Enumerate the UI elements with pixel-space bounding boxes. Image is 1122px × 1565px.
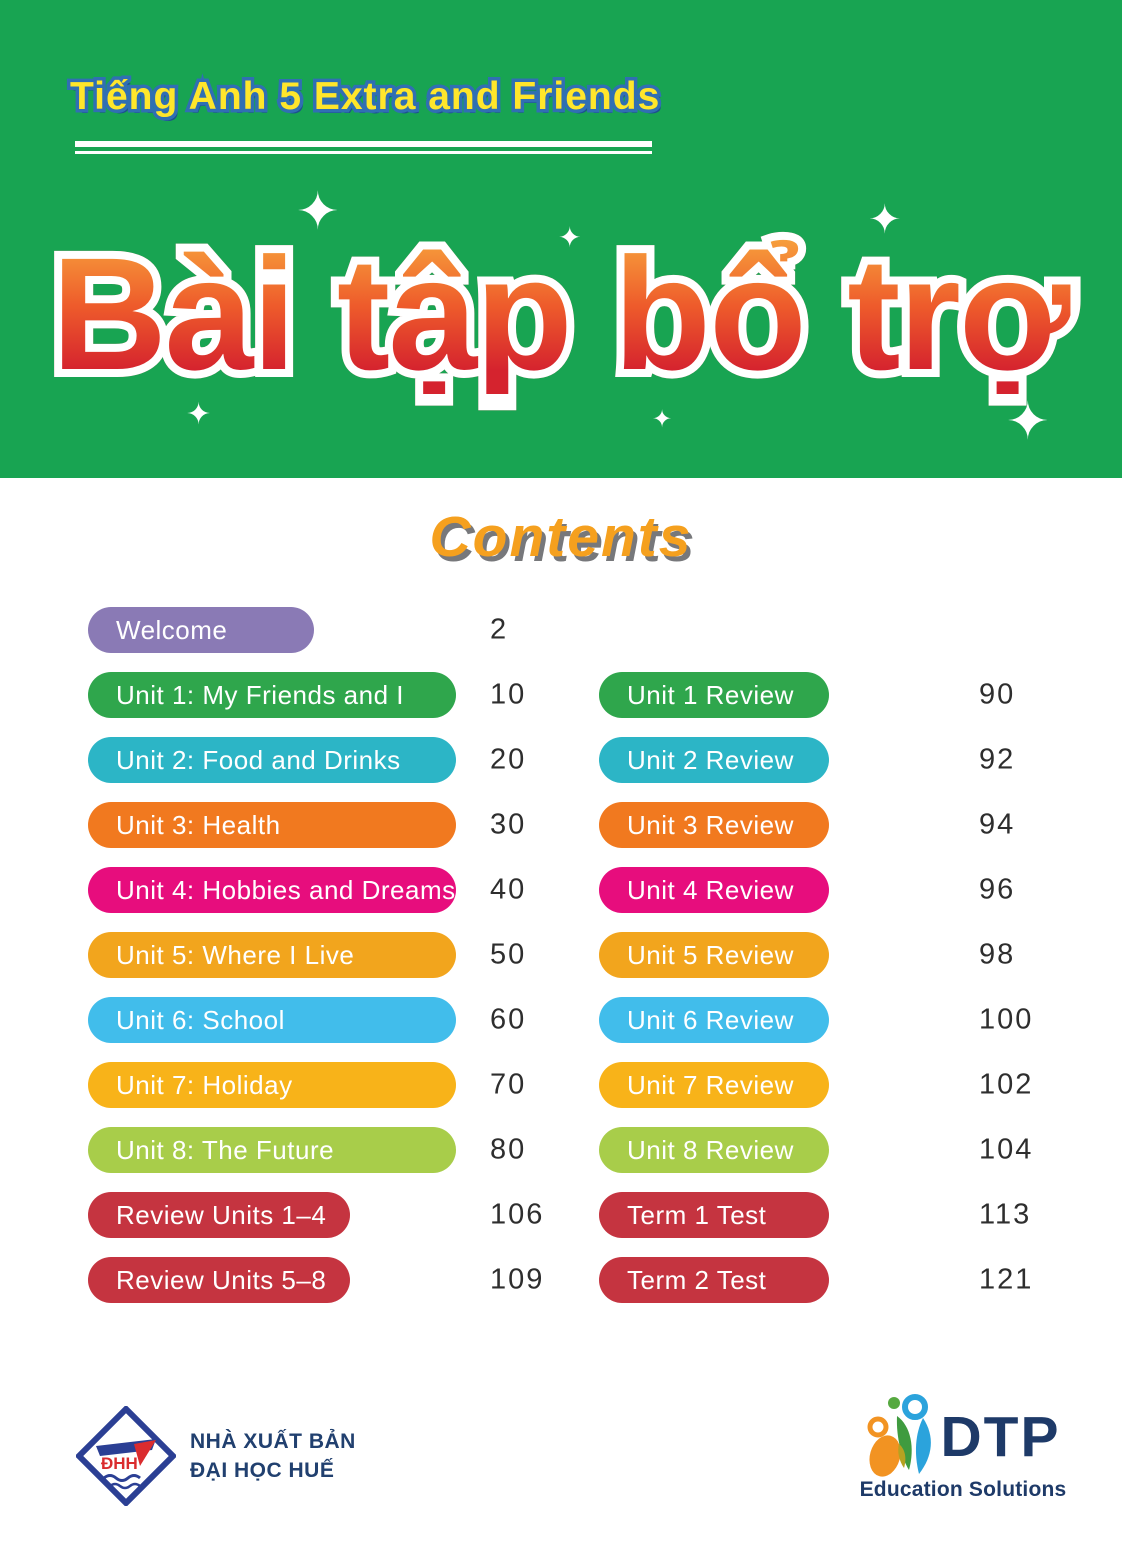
page-number: 30 xyxy=(490,808,527,841)
publisher-line2: ĐẠI HỌC HUẾ xyxy=(190,1459,335,1482)
table-of-contents: Welcome 2 Unit 1: My Friends and I 10 Un… xyxy=(0,607,1122,1307)
page-number: 2 xyxy=(490,613,509,646)
toc-pill-label: Unit 5 Review xyxy=(627,939,794,970)
toc-pill-label: Unit 1 Review xyxy=(627,679,794,710)
page-number: 100 xyxy=(979,1003,1034,1036)
dtp-logo-block: DTP Education Solutions xyxy=(856,1394,1070,1502)
dtp-brand-name: DTP xyxy=(940,1405,1061,1469)
sparkle-icon: ✦ xyxy=(1006,393,1050,451)
contents-heading: Contents xyxy=(429,505,693,569)
toc-pill-label: Unit 2: Food and Drinks xyxy=(116,744,401,775)
page-number: 113 xyxy=(979,1198,1032,1231)
toc-pill-unit-1-review: Unit 1 Review xyxy=(599,672,829,718)
toc-pill-term-2-test: Term 2 Test xyxy=(599,1257,829,1303)
toc-pill-unit-4: Unit 4: Hobbies and Dreams xyxy=(88,867,456,913)
toc-pill-welcome: Welcome xyxy=(88,607,314,653)
toc-pill-label: Unit 6: School xyxy=(116,1004,285,1035)
page-number: 10 xyxy=(490,678,527,711)
toc-pill-unit-5-review: Unit 5 Review xyxy=(599,932,829,978)
page-number: 102 xyxy=(979,1068,1034,1101)
page-number: 92 xyxy=(979,743,1016,776)
page-number: 70 xyxy=(490,1068,527,1101)
publisher-line1: NHÀ XUẤT BẢN xyxy=(190,1430,356,1453)
page-number: 40 xyxy=(490,873,527,906)
divider-rule-bottom xyxy=(75,151,652,154)
toc-pill-label: Unit 5: Where I Live xyxy=(116,939,355,970)
toc-pill-label: Unit 3: Health xyxy=(116,809,281,840)
sparkle-icon: ✦ xyxy=(186,398,212,431)
toc-pill-review-units-5-8: Review Units 5–8 xyxy=(88,1257,350,1303)
page-number: 106 xyxy=(490,1198,545,1231)
toc-pill-label: Review Units 5–8 xyxy=(116,1264,327,1295)
sparkle-icon: ✦ xyxy=(868,198,902,242)
page-number: 121 xyxy=(979,1263,1034,1296)
dhh-publisher-logo-icon: ĐHH xyxy=(76,1406,176,1506)
series-title-text: Tiếng Anh 5 Extra and Friends xyxy=(70,75,661,118)
page-number: 98 xyxy=(979,938,1016,971)
toc-pill-unit-3: Unit 3: Health xyxy=(88,802,456,848)
dtp-logo-top: DTP xyxy=(856,1394,1070,1482)
page-number: 94 xyxy=(979,808,1016,841)
toc-pill-unit-6-review: Unit 6 Review xyxy=(599,997,829,1043)
publisher-logo-block: ĐHH NHÀ XUẤT BẢN ĐẠI HỌC HUẾ xyxy=(76,1406,356,1506)
series-title-outline: Tiếng Anh 5 Extra and Friends xyxy=(66,72,662,122)
publisher-name: NHÀ XUẤT BẢN ĐẠI HỌC HUẾ xyxy=(190,1427,356,1485)
toc-pill-label: Term 2 Test xyxy=(627,1264,767,1295)
dtp-brand-subtitle: Education Solutions xyxy=(859,1478,1067,1501)
toc-pill-label: Unit 4 Review xyxy=(627,874,794,905)
toc-pill-label: Unit 8: The Future xyxy=(116,1134,335,1165)
toc-pill-label: Unit 1: My Friends and I xyxy=(116,679,404,710)
book-title-outline: Bài tập bổ trợ xyxy=(43,226,1080,402)
dhh-abbr-text: ĐHH xyxy=(101,1454,138,1473)
page-number: 80 xyxy=(490,1133,527,1166)
hero-banner: Tiếng Anh 5 Extra and Friends Tiếng Anh … xyxy=(0,0,1122,478)
sparkle-icon: ✦ xyxy=(296,183,340,241)
toc-pill-label: Unit 7 Review xyxy=(627,1069,794,1100)
toc-pill-label: Unit 6 Review xyxy=(627,1004,794,1035)
page-number: 90 xyxy=(979,678,1016,711)
page-number: 104 xyxy=(979,1133,1034,1166)
sparkle-icon: ✦ xyxy=(558,222,582,253)
toc-pill-term-1-test: Term 1 Test xyxy=(599,1192,829,1238)
page-number: 60 xyxy=(490,1003,527,1036)
dtp-people-logo-icon xyxy=(867,1394,931,1477)
toc-pill-unit-7-review: Unit 7 Review xyxy=(599,1062,829,1108)
toc-pill-label: Unit 8 Review xyxy=(627,1134,794,1165)
toc-pill-unit-1: Unit 1: My Friends and I xyxy=(88,672,456,718)
toc-pill-unit-6: Unit 6: School xyxy=(88,997,456,1043)
toc-pill-label: Unit 4: Hobbies and Dreams xyxy=(116,874,456,905)
toc-pill-unit-2: Unit 2: Food and Drinks xyxy=(88,737,456,783)
sparkle-icon: ✦ xyxy=(652,406,673,433)
toc-pill-label: Unit 3 Review xyxy=(627,809,794,840)
page-number: 109 xyxy=(490,1263,545,1296)
book-title: Bài tập bổ trợ Bài tập bổ trợ Bài tập bổ… xyxy=(0,224,1122,454)
book-title-text: Bài tập bổ trợ xyxy=(51,224,1072,403)
toc-pill-label: Term 1 Test xyxy=(627,1199,767,1230)
toc-pill-unit-4-review: Unit 4 Review xyxy=(599,867,829,913)
page-number: 20 xyxy=(490,743,527,776)
toc-pill-unit-3-review: Unit 3 Review xyxy=(599,802,829,848)
toc-pill-label: Unit 7: Holiday xyxy=(116,1069,293,1100)
toc-pill-unit-8: Unit 8: The Future xyxy=(88,1127,456,1173)
toc-pill-label: Unit 2 Review xyxy=(627,744,794,775)
toc-pill-unit-8-review: Unit 8 Review xyxy=(599,1127,829,1173)
divider-rule-top xyxy=(75,141,652,147)
toc-pill-label: Welcome xyxy=(116,614,228,645)
toc-pill-label: Review Units 1–4 xyxy=(116,1199,327,1230)
toc-pill-review-units-1-4: Review Units 1–4 xyxy=(88,1192,350,1238)
page-number: 96 xyxy=(979,873,1016,906)
book-title-shadow: Bài tập bổ trợ xyxy=(43,226,1080,402)
toc-pill-unit-7: Unit 7: Holiday xyxy=(88,1062,456,1108)
page-number: 50 xyxy=(490,938,527,971)
toc-pill-unit-2-review: Unit 2 Review xyxy=(599,737,829,783)
toc-pill-unit-5: Unit 5: Where I Live xyxy=(88,932,456,978)
